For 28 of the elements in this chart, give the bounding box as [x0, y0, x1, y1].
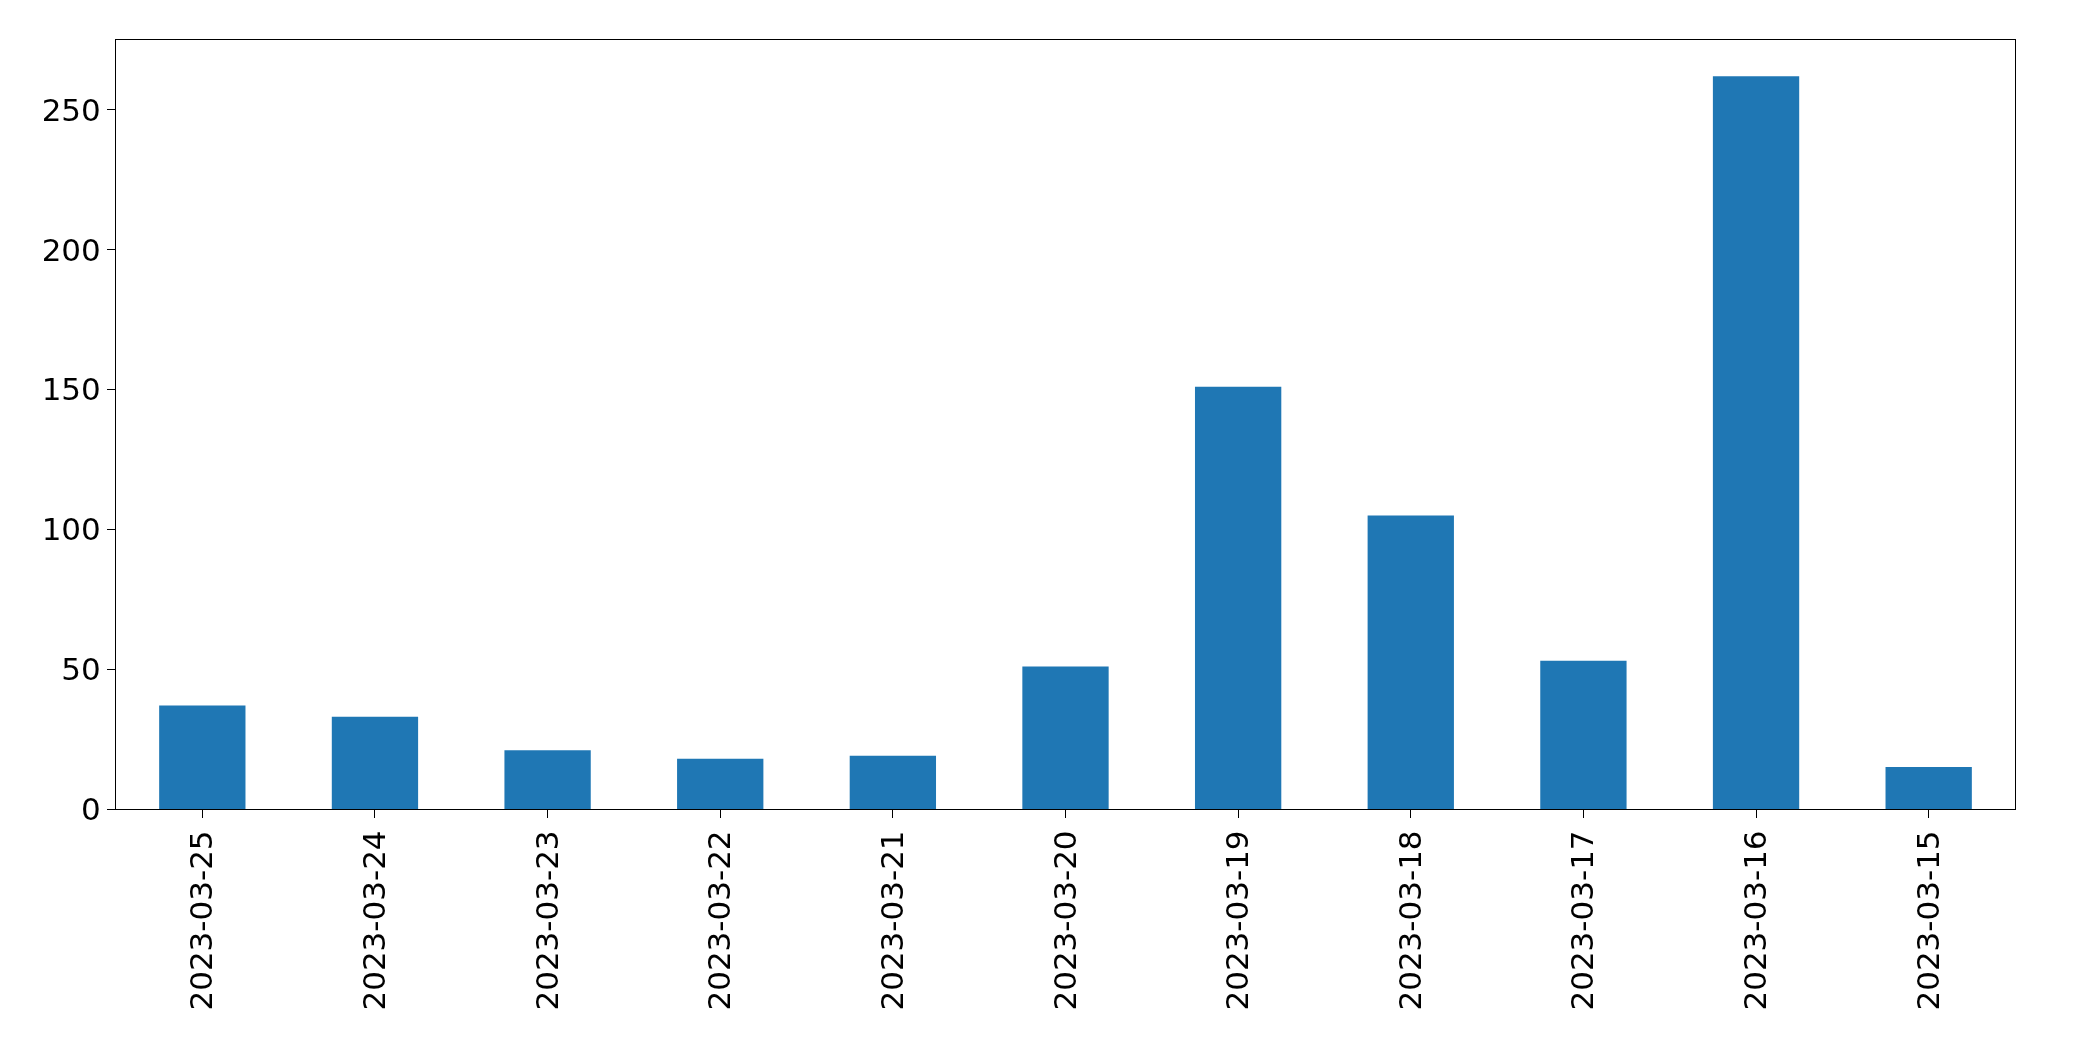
bar [331, 716, 419, 809]
x-tick-label: 2023-03-18 [1391, 830, 1428, 1011]
x-tick-label: 2023-03-19 [1219, 830, 1256, 1011]
y-tick-label: 250 [41, 91, 101, 128]
bar [159, 705, 246, 809]
bar [1367, 515, 1454, 809]
x-tick-label: 2023-03-16 [1737, 830, 1774, 1011]
x-tick-label: 2023-03-15 [1909, 830, 1946, 1011]
x-tick-label: 2023-03-17 [1564, 830, 1601, 1011]
bar [1885, 767, 1972, 809]
y-tick-label: 0 [81, 790, 101, 827]
x-tick-label: 2023-03-20 [1046, 830, 1083, 1011]
bar [504, 750, 591, 809]
x-tick-label: 2023-03-23 [528, 830, 565, 1011]
y-tick-label: 150 [41, 371, 101, 408]
y-tick-label: 50 [61, 651, 101, 688]
bar [677, 758, 764, 809]
bar [1712, 76, 1800, 809]
bar [1194, 386, 1282, 809]
x-tick-label: 2023-03-22 [701, 830, 738, 1011]
x-tick-label: 2023-03-21 [873, 830, 910, 1011]
x-tick-label: 2023-03-25 [183, 830, 220, 1011]
y-tick-label: 100 [41, 511, 101, 548]
bar [849, 755, 937, 809]
bar [1022, 666, 1109, 809]
y-tick-label: 200 [41, 231, 101, 268]
x-tick-label: 2023-03-24 [356, 830, 393, 1011]
bar [1540, 660, 1627, 809]
